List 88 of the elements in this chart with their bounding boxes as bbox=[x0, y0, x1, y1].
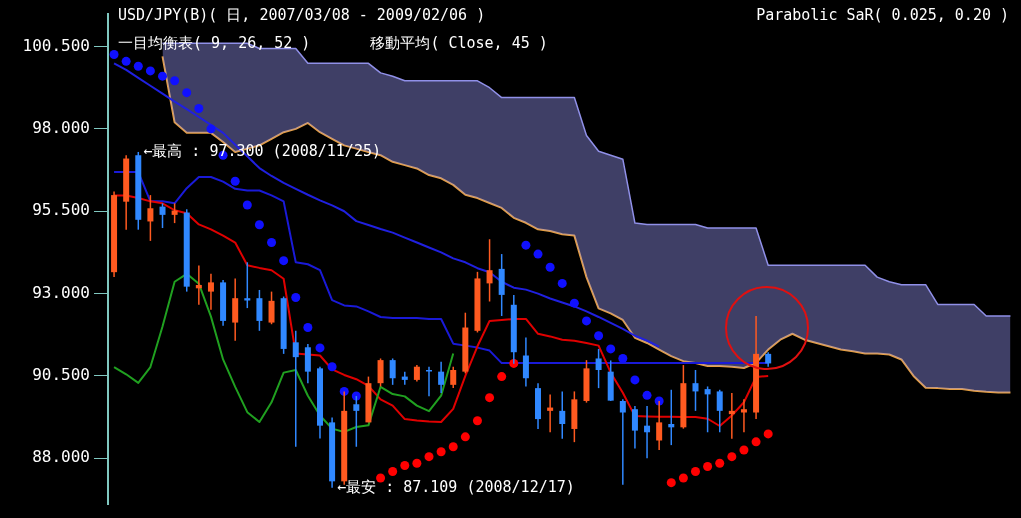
y-tick-label: 95.500 bbox=[32, 200, 90, 220]
point bbox=[254, 220, 264, 230]
point bbox=[400, 461, 410, 471]
point bbox=[594, 331, 604, 341]
chart-title: USD/JPY(B)( 日, 2007/03/08 - 2009/02/06 ) bbox=[118, 5, 486, 24]
point bbox=[715, 458, 725, 468]
point bbox=[678, 473, 688, 483]
candlestick bbox=[171, 202, 178, 224]
point bbox=[303, 323, 313, 333]
point bbox=[436, 447, 446, 457]
candlestick bbox=[292, 330, 299, 448]
y-tick-label: 98.000 bbox=[32, 118, 90, 138]
candlestick bbox=[244, 261, 251, 309]
candlestick bbox=[692, 369, 699, 412]
candlestick bbox=[740, 398, 747, 434]
candlestick bbox=[268, 290, 275, 325]
point bbox=[412, 458, 422, 468]
point bbox=[557, 278, 567, 288]
candlestick bbox=[522, 336, 529, 388]
point bbox=[448, 442, 458, 452]
point bbox=[533, 249, 543, 259]
point bbox=[618, 353, 628, 363]
point bbox=[327, 362, 337, 372]
point bbox=[521, 240, 531, 250]
point bbox=[691, 466, 700, 476]
candlestick bbox=[450, 365, 457, 389]
point bbox=[194, 103, 204, 113]
candlestick bbox=[401, 370, 408, 386]
annotation: 移動平均( Close, 45 ) bbox=[370, 33, 548, 52]
candlestick bbox=[426, 365, 432, 398]
candlestick bbox=[631, 405, 638, 450]
candlestick bbox=[547, 393, 554, 434]
point bbox=[242, 200, 252, 210]
point bbox=[569, 298, 579, 308]
candlestick bbox=[486, 238, 493, 303]
point bbox=[279, 256, 289, 266]
point bbox=[170, 76, 180, 86]
point bbox=[133, 61, 143, 71]
candlestick bbox=[377, 357, 384, 388]
point bbox=[291, 293, 301, 303]
point bbox=[642, 390, 652, 400]
y-tick-label: 100.500 bbox=[22, 35, 90, 55]
y-tick-label: 90.500 bbox=[32, 365, 90, 385]
point bbox=[109, 49, 119, 59]
point bbox=[666, 478, 676, 488]
candlestick bbox=[728, 392, 735, 440]
point bbox=[206, 124, 216, 134]
point bbox=[751, 437, 761, 447]
point bbox=[424, 452, 434, 462]
point bbox=[727, 452, 737, 462]
point bbox=[267, 238, 277, 248]
candlestick bbox=[559, 390, 566, 440]
point bbox=[497, 372, 507, 382]
point bbox=[545, 262, 555, 272]
point bbox=[739, 445, 749, 455]
point bbox=[606, 344, 616, 354]
point bbox=[121, 56, 131, 66]
point bbox=[763, 429, 773, 439]
candlestick bbox=[207, 273, 214, 311]
point bbox=[230, 176, 240, 186]
candlestick bbox=[195, 264, 202, 306]
point bbox=[485, 393, 495, 403]
candlestick bbox=[668, 389, 675, 446]
point bbox=[145, 66, 155, 76]
candlestick bbox=[389, 357, 396, 386]
point bbox=[315, 343, 325, 353]
point bbox=[376, 473, 386, 483]
point bbox=[581, 316, 591, 326]
candlestick bbox=[256, 289, 263, 332]
annotation: ←最安 : 87.109 (2008/12/17) bbox=[337, 477, 575, 496]
candlestick bbox=[438, 361, 445, 394]
y-tick-label: 93.000 bbox=[32, 282, 90, 302]
candlestick bbox=[147, 194, 154, 242]
point bbox=[388, 466, 398, 476]
point bbox=[182, 88, 192, 98]
annotation: Parabolic SaR( 0.025, 0.20 ) bbox=[756, 5, 1010, 24]
candlestick bbox=[619, 398, 626, 486]
candlestick bbox=[595, 348, 602, 389]
point bbox=[703, 462, 713, 472]
candlestick bbox=[716, 389, 723, 434]
point bbox=[472, 416, 482, 426]
point bbox=[158, 71, 168, 81]
point bbox=[630, 375, 640, 385]
point bbox=[460, 432, 470, 442]
y-tick-label: 88.000 bbox=[32, 447, 90, 467]
candlestick bbox=[644, 405, 651, 460]
candlestick bbox=[704, 385, 711, 434]
candlestick bbox=[159, 202, 166, 229]
